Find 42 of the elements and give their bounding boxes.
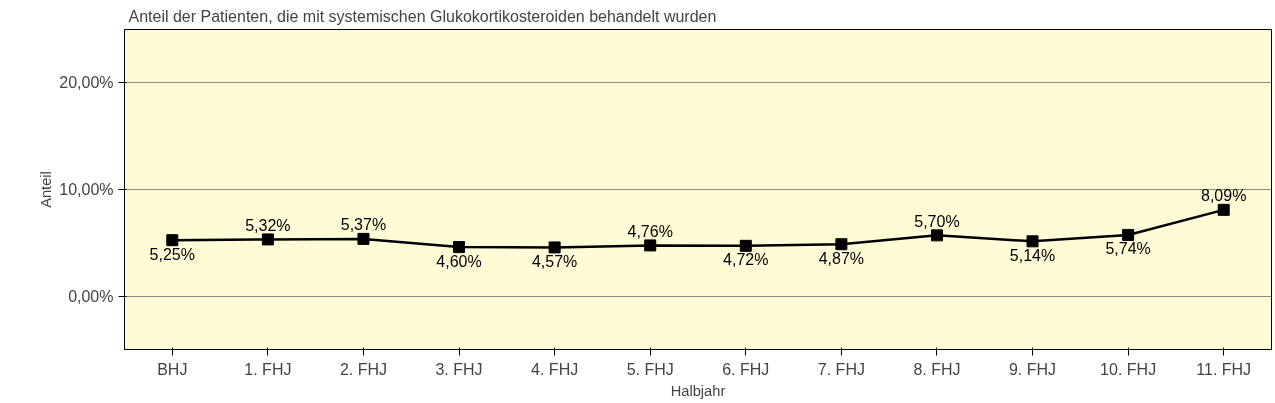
data-label: 4,57% [531,252,578,270]
x-tick-label: 10. FHJ [1100,360,1157,378]
data-label: 4,72% [723,251,769,269]
point [166,234,179,247]
data-label: 4,60% [436,252,482,270]
y-axis-title: Anteil [38,171,55,208]
x-tick-label: 11. FHJ [1196,360,1252,378]
x-tick-label: 2. FHJ [339,360,388,378]
x-tick-label: 4. FHJ [531,360,579,378]
x-tick-label: 6. FHJ [722,360,770,378]
y-tick-label: 20,00% [59,74,114,92]
x-tick-label: 5. FHJ [626,360,674,378]
data-label: 4,87% [818,249,865,267]
data-label: 5,74% [1105,240,1151,258]
point [644,239,657,252]
x-tick-label: 1. FHJ [244,360,292,378]
point [548,241,561,254]
point [453,241,466,254]
y-tick-label: 0,00% [68,287,114,305]
x-axis-title: Halbjahr [670,382,726,399]
x-tick-label: 7. FHJ [817,360,865,378]
point [739,239,752,252]
data-label: 5,25% [149,245,195,263]
point [930,229,943,242]
point [835,238,848,251]
x-tick-label: 3. FHJ [435,360,483,378]
y-tick-label: 10,00% [59,181,114,198]
data-label: 5,32% [245,216,291,234]
chart-title: Anteil der Patienten, die mit systemischen Glukokortikosteroiden behandelt wurden [128,7,717,25]
x-tick-label: 8. FHJ [913,360,961,378]
point [261,233,274,246]
data-label: 5,70% [914,212,960,230]
data-label: 5,37% [340,216,387,234]
point [357,232,370,245]
point [1122,228,1135,241]
point [1026,235,1039,248]
point [1217,203,1230,216]
data-label: 4,76% [627,222,673,240]
x-tick-label: 9. FHJ [1008,360,1057,378]
data-label: 5,14% [1009,246,1056,264]
x-tick-label: BHJ [157,360,188,378]
data-label: 8,09% [1201,187,1247,205]
